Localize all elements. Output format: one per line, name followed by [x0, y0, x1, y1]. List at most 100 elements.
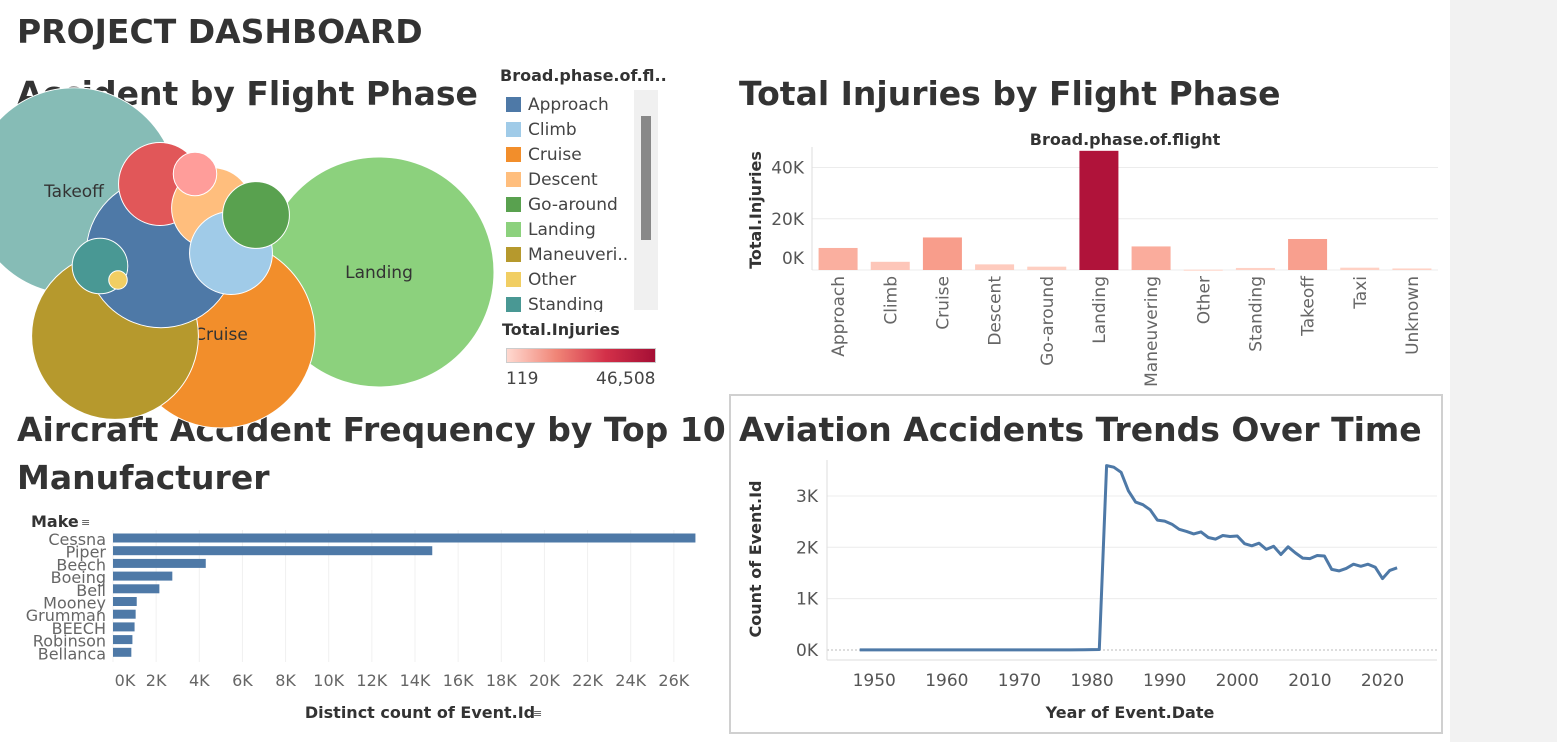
trend-line-chart: 0K 1K 2K 3K 1950 1960 1970 1980 1990 2000 2010 2020… — [746, 460, 1437, 722]
color-legend-min: 119 — [506, 369, 539, 389]
legend-label: Landing — [528, 219, 596, 240]
injury-bar — [1027, 266, 1067, 270]
make-ytick: Beech — [56, 555, 106, 574]
injury-bar — [1340, 267, 1380, 270]
injury-xtick: Standing — [1246, 276, 1266, 352]
make-ytick: BEECH — [52, 619, 106, 638]
legend-item[interactable]: Go-around — [506, 192, 636, 217]
sort-icon: ≡ — [81, 516, 90, 529]
trend-xtick: 1990 — [1143, 671, 1186, 691]
legend-swatch — [506, 172, 521, 187]
legend-item[interactable]: Climb — [506, 117, 636, 142]
legend-label: Standing — [528, 294, 604, 313]
injury-bar — [870, 261, 910, 270]
trend-xtick: 2000 — [1216, 671, 1259, 691]
legend-item[interactable]: Descent — [506, 167, 636, 192]
trend-xtick: 1950 — [853, 671, 896, 691]
flight-phase-legend[interactable]: Broad.phase.of.fl.. Approach Climb Cruis… — [500, 66, 667, 312]
injury-bar — [1079, 150, 1119, 270]
legend-scrollbar-thumb[interactable] — [641, 116, 651, 240]
legend-label: Maneuveri.. — [528, 244, 629, 265]
make-xtick: 20K — [529, 671, 560, 690]
make-ytick: Boeing — [51, 568, 106, 587]
legend-label: Other — [528, 269, 577, 290]
legend-label: Descent — [528, 169, 598, 190]
legend-swatch — [506, 122, 521, 137]
color-legend-title: Total.Injuries — [502, 320, 620, 339]
legend-item[interactable]: Maneuveri.. — [506, 242, 636, 267]
injury-xtick: Maneuvering — [1142, 276, 1162, 387]
injury-ylabel: Total.Injuries — [746, 151, 765, 269]
injury-ytick: 20K — [771, 210, 805, 230]
trend-xtick: 2020 — [1361, 671, 1404, 691]
make-xtick: 14K — [400, 671, 431, 690]
trend-xtick: 2010 — [1288, 671, 1331, 691]
make-bar — [113, 635, 133, 645]
trend-ytick: 1K — [796, 590, 819, 610]
legend-label: Climb — [528, 119, 577, 140]
trend-xlabel: Year of Event.Date — [1045, 703, 1215, 722]
injury-xtick: Cruise — [933, 276, 953, 330]
injury-bar — [1392, 268, 1432, 270]
bubble-label: Takeoff — [43, 182, 105, 202]
make-xtick: 12K — [356, 671, 387, 690]
trend-ytick: 2K — [796, 538, 819, 558]
legend-item[interactable]: Standing — [506, 292, 636, 312]
legend-label: Cruise — [528, 144, 582, 165]
dashboard-right-margin — [1450, 0, 1557, 742]
trend-chart-title: Aviation Accidents Trends Over Time — [739, 410, 1422, 449]
legend-label: Go-around — [528, 194, 618, 215]
trend-ytick: 0K — [796, 641, 819, 661]
make-bar-chart: 0K 2K 4K 6K 8K 10K 12K 14K 16K 18K 20K 22K 24K 26K Mak… — [26, 512, 696, 722]
make-xtick: 24K — [615, 671, 646, 690]
legend-item[interactable]: Other — [506, 267, 636, 292]
bubble-go-around — [222, 181, 290, 249]
bubble-chart: Landing Takeoff Cruise — [0, 87, 495, 429]
make-bar — [113, 597, 137, 606]
make-bar — [113, 571, 173, 581]
make-bar — [113, 558, 206, 568]
legend-swatch — [506, 222, 521, 237]
make-bar — [113, 647, 132, 657]
bubble-label: Landing — [345, 263, 413, 283]
injury-xtick: Approach — [829, 276, 849, 357]
make-xtick: 18K — [486, 671, 517, 690]
injury-xtick: Takeoff — [1299, 275, 1319, 337]
sort-icon: ≡ — [533, 707, 542, 720]
legend-swatch — [506, 247, 521, 262]
trend-panel-border — [729, 394, 1443, 734]
injury-bar-chart: 0K 20K 40K Total.Injuries Broad.phase.of.fli… — [746, 130, 1438, 387]
injury-bar — [1235, 267, 1275, 270]
make-xtick: 16K — [443, 671, 474, 690]
make-ytick: Piper — [66, 543, 107, 562]
bubble-other — [108, 270, 128, 290]
legend-item[interactable]: Approach — [506, 92, 636, 117]
legend-swatch — [506, 147, 521, 162]
make-ytick: Robinson — [33, 632, 106, 651]
make-xlabel: Distinct count of Event.Id — [305, 703, 535, 722]
injury-xtick: Unknown — [1403, 276, 1423, 355]
trend-xtick: 1960 — [925, 671, 968, 691]
bubble-label: Cruise — [194, 325, 248, 345]
make-bar — [113, 533, 696, 543]
color-legend-max: 46,508 — [596, 369, 656, 389]
make-xtick: 10K — [313, 671, 344, 690]
injury-header: Broad.phase.of.flight — [1030, 130, 1221, 149]
legend-swatch — [506, 97, 521, 112]
make-yheader: Make — [31, 512, 79, 531]
legend-item[interactable]: Landing — [506, 217, 636, 242]
injury-bar — [922, 237, 962, 270]
make-xtick: 6K — [232, 671, 253, 690]
make-xtick: 26K — [658, 671, 689, 690]
dashboard-title: PROJECT DASHBOARD — [17, 12, 423, 51]
injury-xtick: Landing — [1090, 276, 1110, 344]
make-xtick: 2K — [146, 671, 167, 690]
legend-scrollbar[interactable] — [634, 90, 658, 310]
legend-swatch — [506, 272, 521, 287]
injury-chart-title: Total Injuries by Flight Phase — [739, 74, 1281, 113]
legend-item[interactable]: Cruise — [506, 142, 636, 167]
legend-swatch — [506, 297, 521, 312]
injury-xtick: Climb — [881, 276, 901, 325]
injury-ytick: 0K — [782, 249, 805, 269]
